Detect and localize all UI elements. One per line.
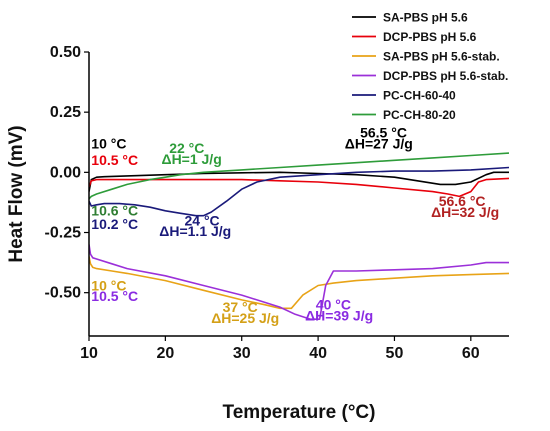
series-line-2 [89,256,509,310]
y-tick-label: 0.25 [50,104,81,121]
legend-label-3: DCP-PBS pH 5.6-stab. [383,69,508,83]
annotation-label-9: 10.2 °C [91,216,138,232]
annotation-label-0: 10 °C [91,135,126,151]
series-line-1 [89,177,509,198]
annotation-label-16: 40 °C [316,297,351,313]
legend-label-1: DCP-PBS pH 5.6 [383,30,477,44]
annotation-label-7: ΔH=32 J/g [431,204,499,220]
y-tick-label: -0.25 [45,225,82,242]
x-axis-title: Temperature (°C) [223,402,376,423]
x-tick-label: 30 [233,345,251,362]
annotation-label-11: ΔH=1.1 J/g [159,223,231,239]
legend-label-0: SA-PBS pH 5.6 [383,11,468,25]
y-tick-label: 0.50 [50,44,81,61]
annotation-label-10: 24 °C [185,212,220,228]
annotation-label-6: 56.6 °C [439,193,486,209]
x-tick-label: 60 [462,345,480,362]
legend-label-2: SA-PBS pH 5.6-stab. [383,50,500,64]
annotation-label-2: 22 °C [169,140,204,156]
annotation-label-4: 56.5 °C [360,124,407,140]
annotation-label-13: 10.5 °C [91,288,138,304]
x-tick-label: 40 [309,345,327,362]
annotation-label-1: 10.5 °C [91,152,138,168]
y-axis-title: Heat Flow (mV) [6,125,27,262]
x-tick-label: 20 [156,345,174,362]
annotation-label-3: ΔH=1 J/g [162,151,222,167]
annotation-label-5: ΔH=27 J/g [345,135,413,151]
y-tick-label: 0.00 [50,164,81,181]
annotation-label-17: ΔH=39 J/g [305,307,373,323]
x-tick-label: 50 [386,345,404,362]
annotation-label-15: ΔH=25 J/g [211,310,279,326]
annotation-label-8: 10.6 °C [91,203,138,219]
y-tick-label: -0.50 [45,285,82,302]
annotation-label-12: 10 °C [91,277,126,293]
legend-label-5: PC-CH-80-20 [383,108,456,122]
annotation-label-14: 37 °C [223,299,258,315]
series-line-3 [89,244,509,320]
series-line-5 [89,152,509,200]
legend-label-4: PC-CH-60-40 [383,89,456,103]
series-line-4 [89,166,509,217]
x-tick-label: 10 [80,345,98,362]
series-line-0 [89,171,509,192]
